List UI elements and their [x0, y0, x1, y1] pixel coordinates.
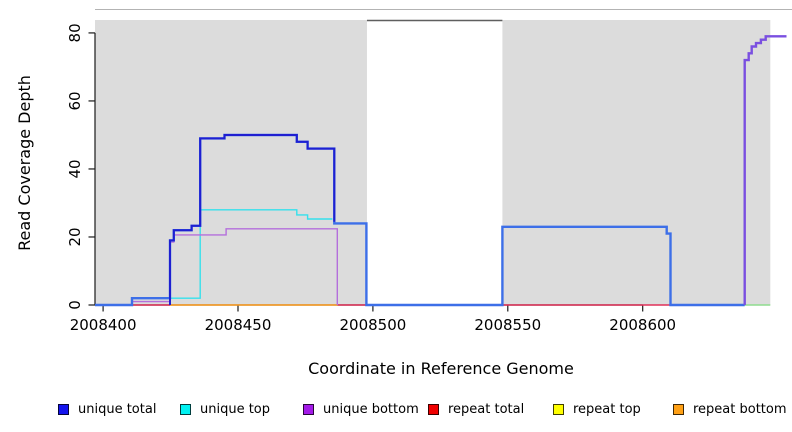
y-axis-title: Read Coverage Depth [15, 75, 34, 251]
y-tick-label: 80 [66, 23, 84, 42]
legend-swatch-icon [58, 403, 69, 415]
legend-swatch-icon [180, 403, 191, 415]
legend-item-repeat-total: repeat total [428, 399, 524, 419]
x-tick-label: 2008600 [609, 316, 676, 334]
legend-swatch-icon [553, 403, 564, 415]
legend-swatch-icon [303, 403, 314, 415]
legend-item-unique-bottom: unique bottom [303, 399, 419, 419]
legend-swatch-icon [428, 403, 439, 415]
legend-item-unique-top: unique top [180, 399, 270, 419]
y-tick-label: 0 [66, 300, 84, 310]
x-axis-title: Coordinate in Reference Genome [308, 359, 574, 378]
legend-label: unique top [200, 401, 271, 417]
x-tick-label: 2008450 [205, 316, 272, 334]
series-unique-total-dark [169, 134, 336, 305]
legend-label: repeat bottom [693, 401, 787, 417]
legend-item-unique-total: unique total [58, 399, 156, 419]
legend-label: repeat top [573, 401, 641, 417]
y-tick-label: 40 [66, 159, 84, 178]
x-tick-label: 2008500 [339, 316, 406, 334]
covered-region-right [502, 20, 771, 305]
legend-label: repeat total [448, 401, 525, 417]
series-unique-top [170, 209, 333, 299]
plot-area: 2008400 2008450 2008500 2008550 2008600 0 20 40… [15, 9, 792, 378]
x-tick-label: 2008550 [474, 316, 541, 334]
legend-label: unique bottom [323, 401, 419, 417]
legend-item-repeat-top: repeat top [553, 399, 641, 419]
y-tick-label: 20 [66, 227, 84, 246]
legend-item-repeat-bottom: repeat bottom [673, 399, 787, 419]
series-right-spike-violet [743, 35, 787, 305]
x-tick-label: 2008400 [70, 316, 137, 334]
legend-swatch-icon [673, 403, 684, 415]
legend: unique total unique top unique bottom repea… [0, 399, 792, 423]
legend-label: unique total [78, 401, 157, 417]
covered-region-left [95, 20, 367, 305]
y-tick-label: 60 [66, 91, 84, 110]
